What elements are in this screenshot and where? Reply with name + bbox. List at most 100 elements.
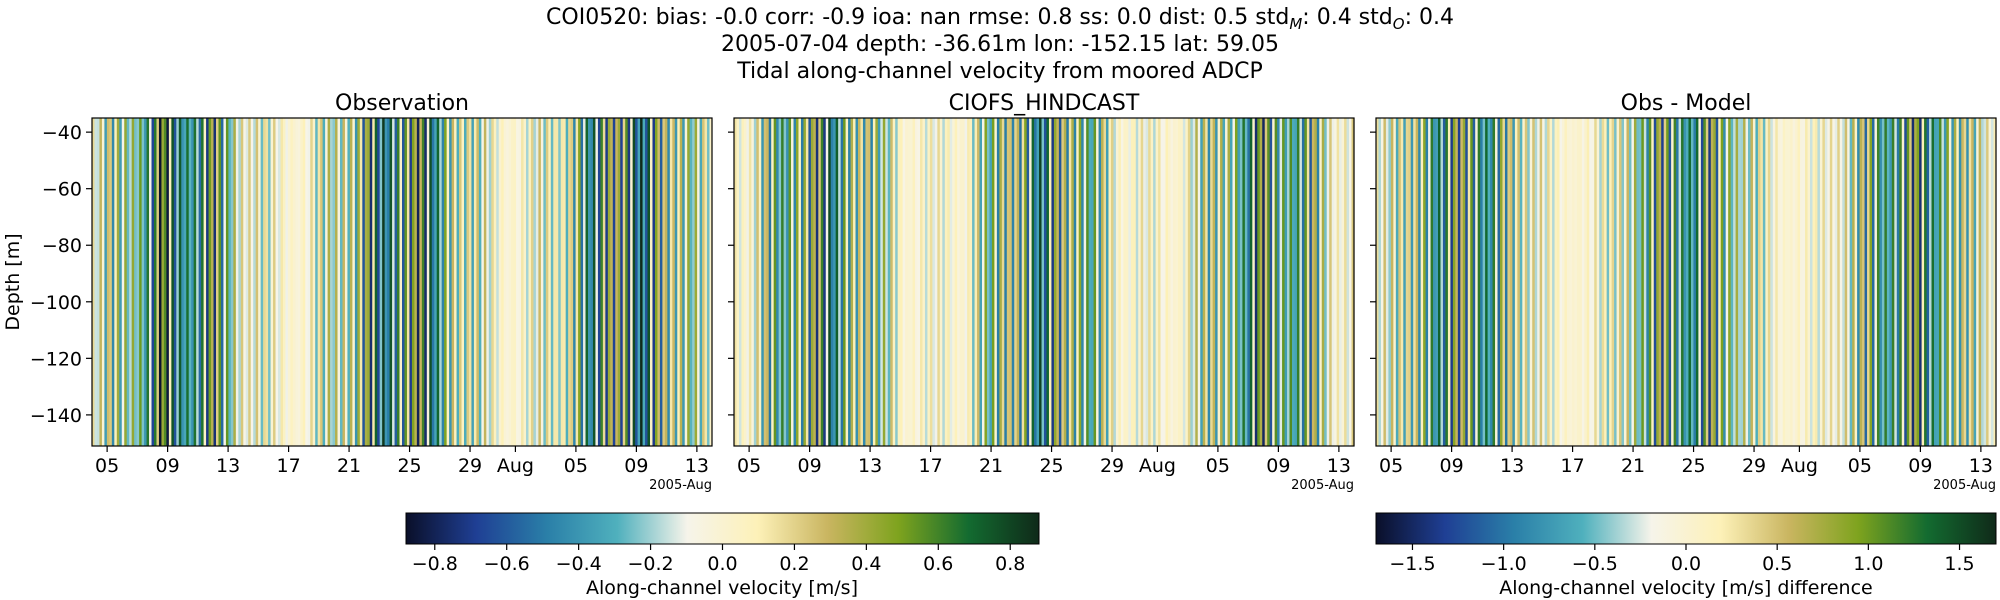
heatmap-stripe bbox=[1341, 118, 1345, 446]
heatmap-stripe bbox=[1534, 118, 1538, 446]
colorbar-velocity-ticks: −0.8 −0.6 −0.4 −0.2 0.0 0.2 0.4 0.6 0.8 bbox=[412, 544, 1025, 575]
heatmap-stripe bbox=[508, 118, 512, 446]
heatmap-stripe bbox=[625, 118, 629, 446]
heatmap-stripe bbox=[791, 118, 795, 446]
heatmap-stripe bbox=[1497, 118, 1501, 446]
heatmap-stripe bbox=[1988, 118, 1992, 446]
heatmap-stripe bbox=[848, 118, 852, 446]
heatmap-stripe bbox=[1078, 118, 1082, 446]
heatmap-stripe bbox=[181, 118, 185, 446]
heatmap-stripe bbox=[320, 118, 324, 446]
heatmap-stripe bbox=[357, 118, 361, 446]
heatmap-stripe bbox=[1695, 118, 1699, 446]
heatmap-stripe bbox=[300, 118, 304, 446]
heatmap-stripe bbox=[922, 118, 926, 446]
colorbar-velocity: −0.8 −0.6 −0.4 −0.2 0.0 0.2 0.4 0.6 0.8 Along-ch… bbox=[405, 512, 1040, 599]
heatmap-stripe bbox=[568, 118, 572, 446]
y-tick-label: −40 bbox=[42, 122, 82, 144]
heatmap-stripe bbox=[402, 118, 406, 446]
heatmap-stripe bbox=[565, 118, 569, 446]
heatmap-stripe bbox=[1611, 118, 1615, 446]
heatmap-stripe bbox=[121, 118, 125, 446]
heatmap-stripe bbox=[302, 118, 306, 446]
colorbar-tick-label: 0.5 bbox=[1762, 553, 1792, 575]
heatmap-stripe bbox=[786, 118, 790, 446]
heatmap-stripe bbox=[1681, 118, 1685, 446]
heatmap-stripe bbox=[1832, 118, 1836, 446]
heatmap-stripe bbox=[1383, 118, 1387, 446]
heatmap-stripe bbox=[1378, 118, 1382, 446]
heatmap-stripe bbox=[669, 118, 673, 446]
heatmap-stripe bbox=[325, 118, 329, 446]
heatmap-stripe bbox=[1272, 118, 1276, 446]
heatmap-stripe bbox=[240, 118, 244, 446]
heatmap-stripe bbox=[1445, 118, 1449, 446]
heatmap-stripe bbox=[310, 118, 314, 446]
heatmap-stripe bbox=[1158, 118, 1162, 446]
heatmap-stripe bbox=[238, 118, 242, 446]
heatmap-stripe bbox=[597, 118, 601, 446]
heatmap-stripe bbox=[548, 118, 552, 446]
heatmap-stripe bbox=[1698, 118, 1702, 446]
heatmap-stripe bbox=[1482, 118, 1486, 446]
heatmap-stripe bbox=[1192, 118, 1196, 446]
heatmap-stripe bbox=[1081, 118, 1085, 446]
x-tick-label: 21 bbox=[1621, 455, 1645, 477]
heatmap-stripe bbox=[503, 118, 507, 446]
heatmap-stripe bbox=[1415, 118, 1419, 446]
heatmap-stripe bbox=[317, 118, 321, 446]
heatmap-stripe bbox=[583, 118, 587, 446]
heatmap-stripe bbox=[483, 118, 487, 446]
heatmap-stripe bbox=[905, 118, 909, 446]
heatmap-stripe bbox=[1934, 118, 1938, 446]
heatmap-stripe bbox=[1676, 118, 1680, 446]
heatmap-stripe bbox=[1557, 118, 1561, 446]
heatmap-stripe bbox=[1633, 118, 1637, 446]
heatmap-stripe bbox=[1041, 118, 1045, 446]
heatmap-stripe bbox=[1648, 118, 1652, 446]
heatmap-stripe bbox=[287, 118, 291, 446]
x-tick-label: Aug bbox=[1139, 455, 1176, 477]
heatmap-stripe bbox=[1554, 118, 1558, 446]
heatmap-stripe bbox=[1433, 118, 1437, 446]
heatmap-stripe bbox=[176, 118, 180, 446]
heatmap-stripe bbox=[1571, 118, 1575, 446]
heatmap-stripe bbox=[1123, 118, 1127, 446]
heatmap-stripe bbox=[171, 118, 175, 446]
heatmap-stripe bbox=[1155, 118, 1159, 446]
heatmap-stripe bbox=[986, 118, 991, 446]
heatmap-stripe bbox=[1936, 118, 1940, 446]
heatmap-stripe bbox=[778, 118, 782, 446]
heatmap-stripe bbox=[1552, 118, 1556, 446]
heatmap-stripe bbox=[1294, 118, 1298, 446]
heatmap-stripe bbox=[768, 118, 772, 446]
heatmap-stripe bbox=[667, 118, 671, 446]
heatmap-stripe bbox=[1056, 118, 1060, 446]
heatmap-stripe bbox=[974, 118, 978, 446]
heatmap-stripe bbox=[1277, 118, 1281, 446]
heatmap-stripe bbox=[233, 118, 237, 446]
heatmap-stripe bbox=[173, 118, 177, 446]
heatmap-stripe bbox=[307, 118, 311, 446]
heatmap-stripe bbox=[910, 118, 914, 446]
heatmap-stripe bbox=[1120, 118, 1124, 446]
heatmap-stripe bbox=[1430, 118, 1434, 446]
heatmap-stripe bbox=[1309, 118, 1313, 446]
heatmap-stripe bbox=[292, 118, 296, 446]
heatmap-stripe bbox=[1239, 118, 1243, 446]
heatmap-stripe bbox=[116, 118, 120, 446]
heatmap-stripe bbox=[216, 118, 220, 446]
heatmap-stripe bbox=[1076, 118, 1080, 446]
heatmap-stripe bbox=[1205, 118, 1209, 446]
heatmap-stripe bbox=[1926, 118, 1930, 446]
x-offset-label-model: 2005-Aug bbox=[1291, 478, 1354, 493]
heatmap-stripe bbox=[1086, 118, 1090, 446]
x-tick-label: 25 bbox=[397, 455, 421, 477]
heatmap-stripe bbox=[533, 118, 537, 446]
heatmap-stripe bbox=[1527, 118, 1531, 446]
heatmap-stripe bbox=[278, 118, 282, 446]
heatmap-stripe bbox=[1039, 118, 1043, 446]
heatmap-stripe bbox=[126, 118, 130, 446]
x-tick-label: 25 bbox=[1039, 455, 1063, 477]
heatmap-stripe bbox=[550, 118, 554, 446]
